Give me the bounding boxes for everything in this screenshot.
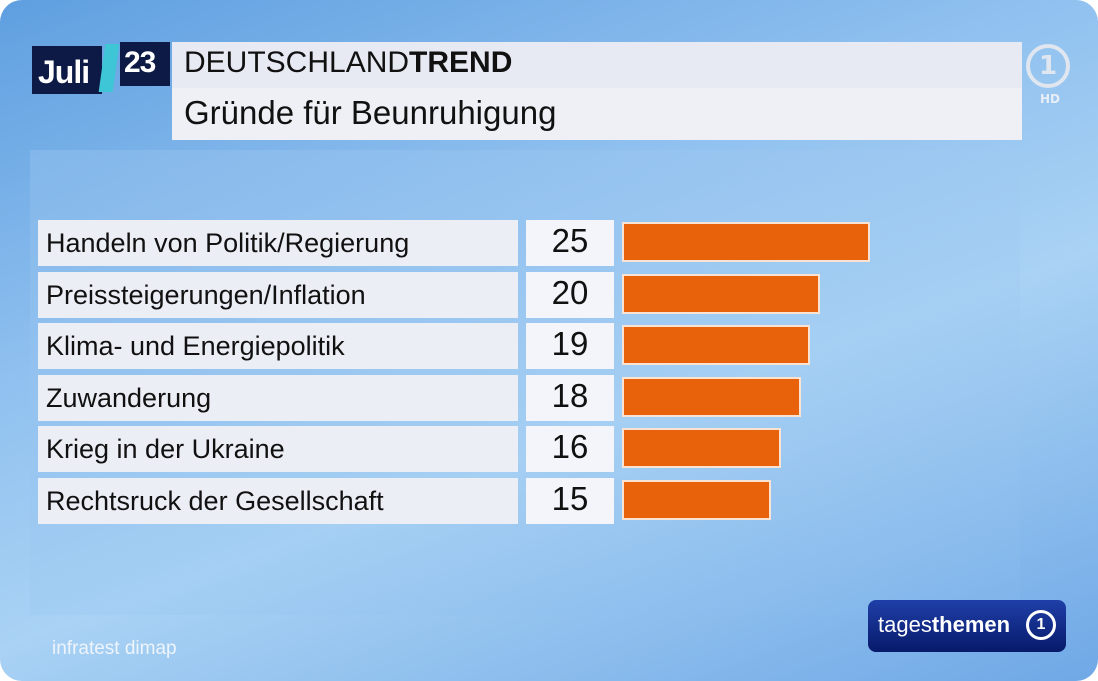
category-label: Preissteigerungen/Inflation: [38, 271, 518, 318]
value-label: 18: [526, 374, 614, 421]
value-label: 20: [526, 271, 614, 318]
bar: [622, 376, 801, 417]
chart-title: Gründe für Beunruhigung: [172, 88, 1022, 140]
logo-regular: tages: [878, 612, 932, 637]
month-tag: Juli: [32, 46, 102, 94]
value-label: 25: [526, 220, 614, 266]
logo-bold: themen: [931, 612, 1011, 637]
year-tag: 23: [120, 42, 170, 86]
value-label: 19: [526, 323, 614, 369]
bar: [622, 273, 821, 314]
hd-label: HD: [1040, 92, 1061, 106]
source-label: infratest dimap: [52, 638, 177, 659]
category-label: Handeln von Politik/Regierung: [38, 220, 518, 266]
value-label: 16: [526, 426, 614, 472]
brand-title: DEUTSCHLANDTREND: [172, 42, 1022, 88]
tagesthemen-logo: tagesthemen 1: [868, 600, 1066, 652]
category-label: Klima- und Energiepolitik: [38, 323, 518, 369]
category-label: Zuwanderung: [38, 374, 518, 421]
brand-bold: TREND: [409, 46, 513, 79]
category-label: Krieg in der Ukraine: [38, 426, 518, 472]
bar: [622, 479, 771, 520]
brand-regular: DEUTSCHLAND: [184, 46, 410, 79]
category-label: Rechtsruck der Gesellschaft: [38, 477, 518, 524]
value-label: 15: [526, 477, 614, 524]
bar: [622, 428, 781, 468]
ard-circle-icon: 1: [1026, 610, 1056, 640]
ard-logo-icon: 1: [1026, 44, 1070, 88]
bar: [622, 325, 811, 365]
bar: [622, 222, 870, 262]
